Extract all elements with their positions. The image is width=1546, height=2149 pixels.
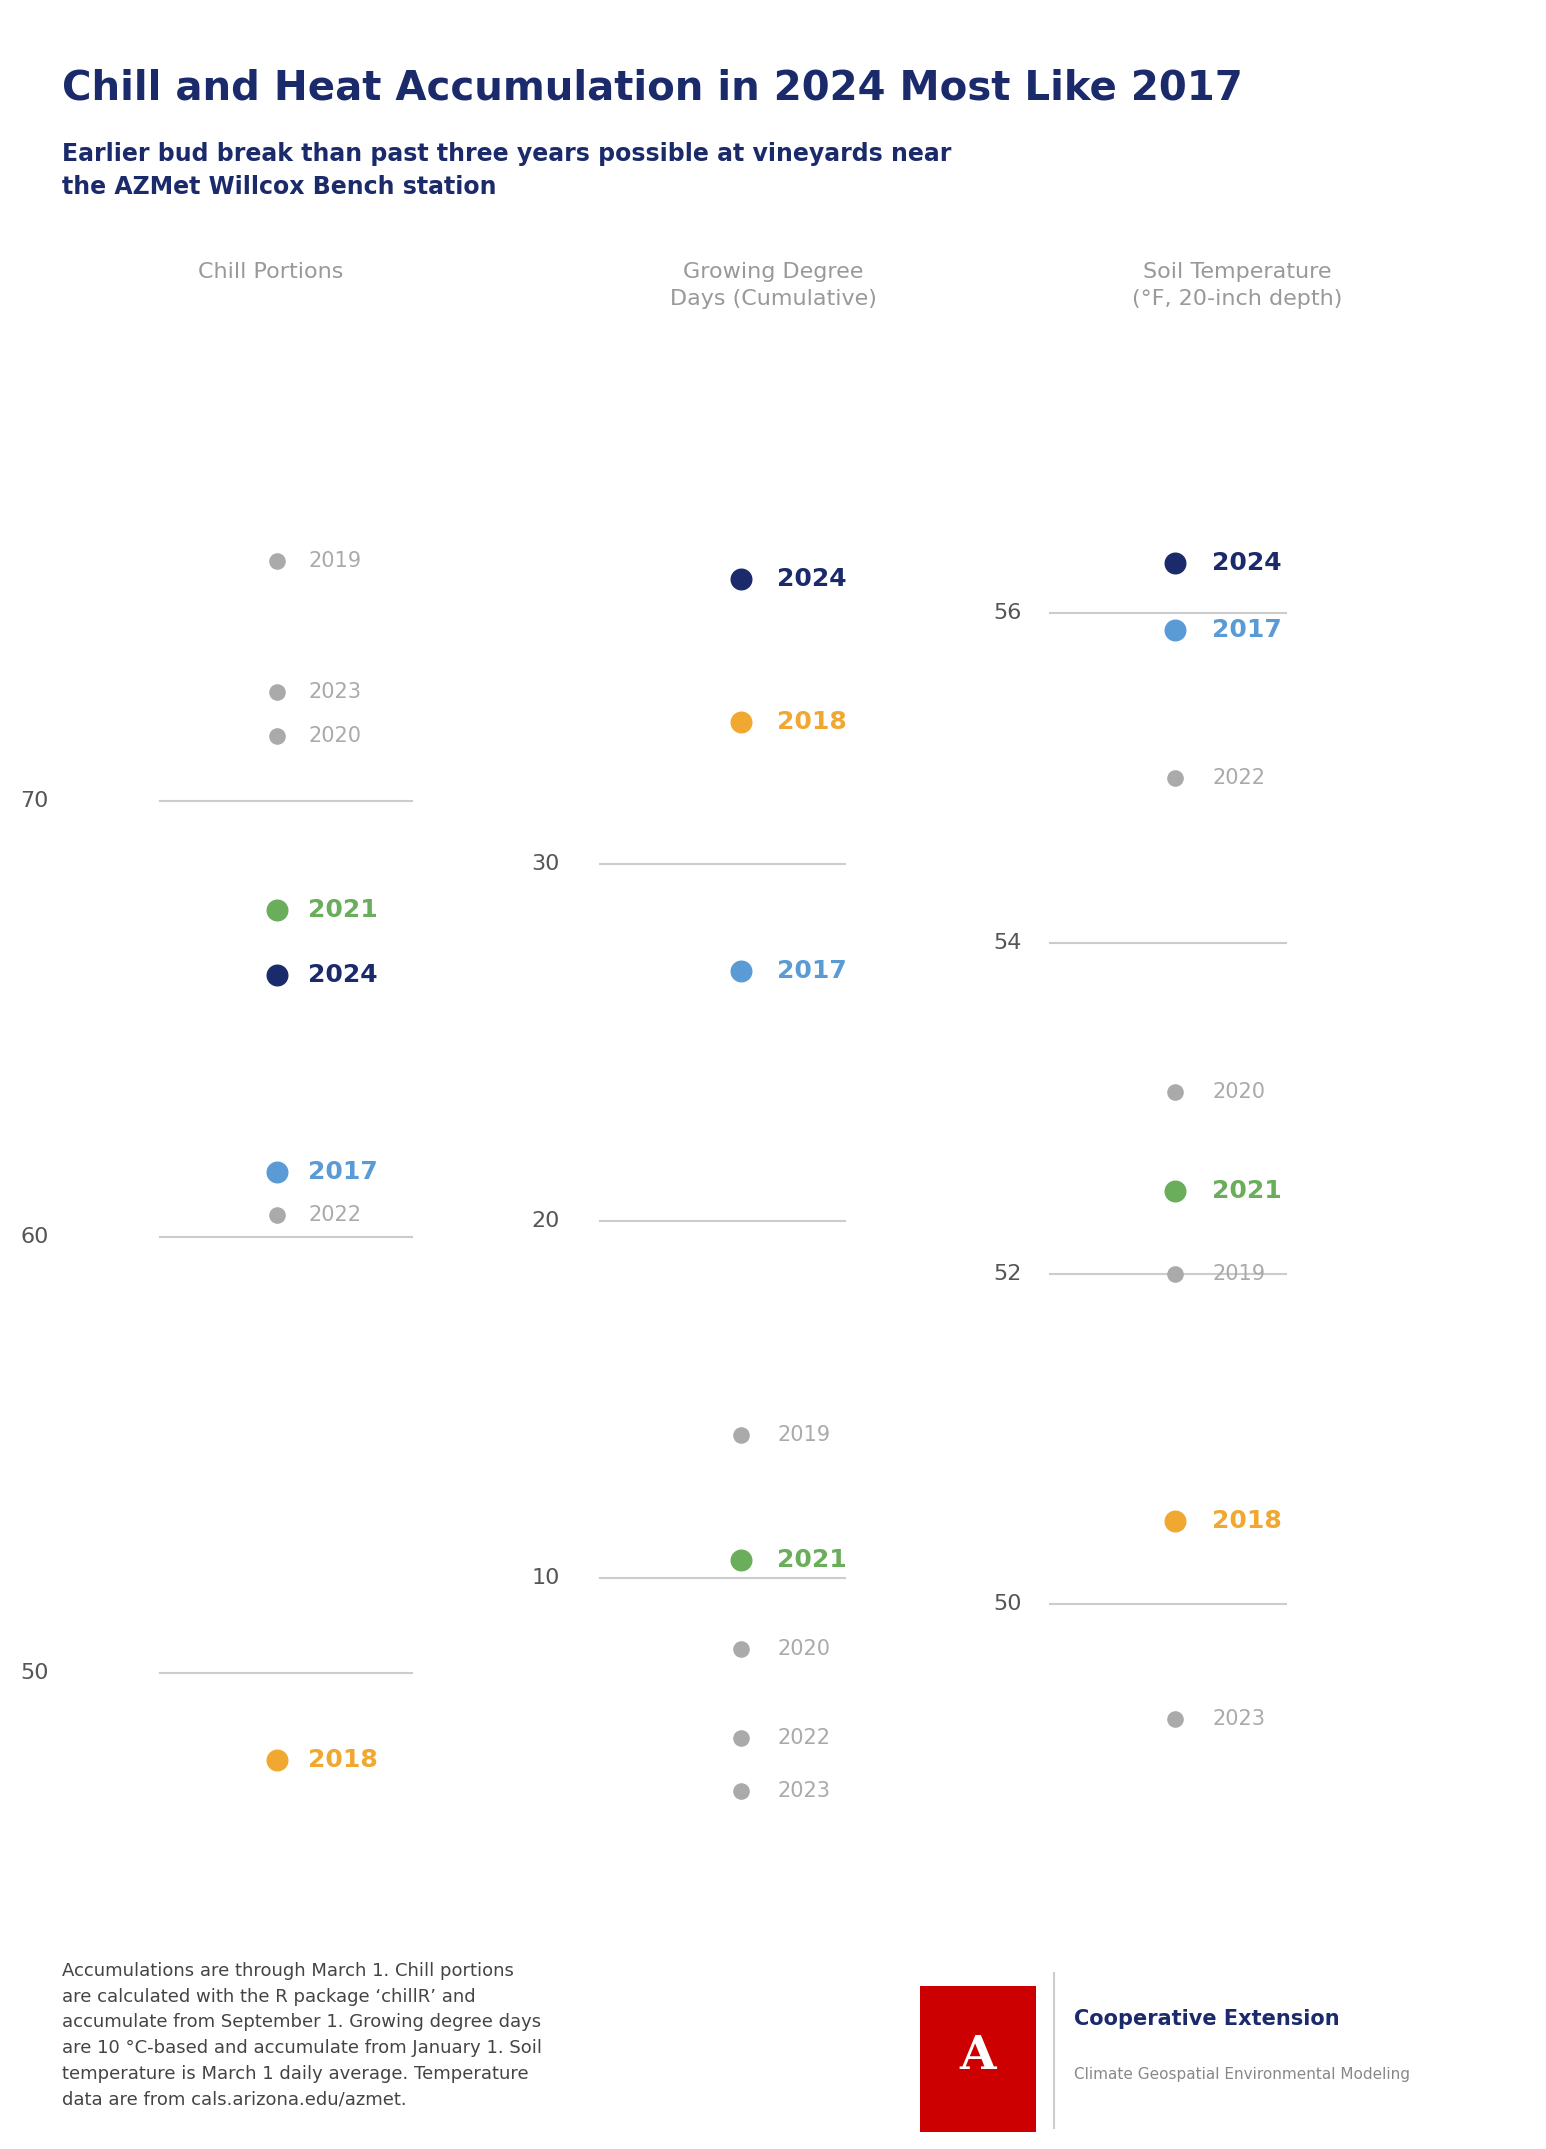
Text: 54: 54 — [994, 933, 1022, 954]
Text: 2018: 2018 — [309, 1747, 379, 1771]
Text: 2019: 2019 — [309, 552, 362, 572]
Text: Growing Degree
Days (Cumulative): Growing Degree Days (Cumulative) — [669, 262, 877, 309]
Point — [264, 544, 289, 578]
Text: 2017: 2017 — [778, 958, 847, 984]
Text: 2023: 2023 — [309, 681, 362, 703]
Text: 52: 52 — [994, 1264, 1022, 1283]
Text: 2019: 2019 — [778, 1425, 830, 1444]
Point — [728, 1775, 753, 1809]
Text: 2021: 2021 — [309, 898, 379, 922]
Point — [264, 675, 289, 709]
Point — [264, 892, 289, 926]
Text: 2024: 2024 — [778, 567, 847, 591]
Text: 2020: 2020 — [309, 726, 362, 746]
Text: 2017: 2017 — [1212, 617, 1282, 643]
Text: 2021: 2021 — [778, 1547, 847, 1571]
Text: 56: 56 — [994, 604, 1022, 623]
Text: 2018: 2018 — [1212, 1509, 1282, 1532]
Text: 2020: 2020 — [778, 1640, 830, 1659]
Point — [728, 1418, 753, 1453]
Text: 2018: 2018 — [778, 709, 847, 733]
Text: 20: 20 — [532, 1212, 560, 1231]
Point — [264, 1197, 289, 1231]
Text: Accumulations are through March 1. Chill portions
are calculated with the R pack: Accumulations are through March 1. Chill… — [62, 1962, 541, 2108]
Point — [264, 1743, 289, 1777]
Text: 60: 60 — [20, 1227, 48, 1246]
Text: Chill Portions: Chill Portions — [198, 262, 343, 282]
Point — [1163, 1504, 1187, 1539]
Point — [264, 718, 289, 752]
Point — [264, 958, 289, 993]
Text: A: A — [960, 2033, 996, 2078]
Text: Climate Geospatial Environmental Modeling: Climate Geospatial Environmental Modelin… — [1074, 2067, 1410, 2082]
Point — [1163, 1173, 1187, 1208]
Point — [1163, 1702, 1187, 1736]
Text: Soil Temperature
(°F, 20-inch depth): Soil Temperature (°F, 20-inch depth) — [1132, 262, 1342, 309]
Text: 2023: 2023 — [778, 1782, 830, 1801]
Point — [1163, 1074, 1187, 1109]
Point — [1163, 761, 1187, 795]
FancyBboxPatch shape — [920, 1986, 1036, 2132]
Point — [728, 563, 753, 597]
Text: 2020: 2020 — [1212, 1081, 1265, 1102]
Text: 30: 30 — [532, 855, 560, 875]
Point — [728, 954, 753, 989]
Text: 10: 10 — [532, 1567, 560, 1588]
Text: 50: 50 — [20, 1663, 48, 1683]
Text: 2019: 2019 — [1212, 1264, 1265, 1283]
Text: 2023: 2023 — [1212, 1708, 1265, 1730]
Text: 50: 50 — [994, 1595, 1022, 1614]
Point — [728, 1543, 753, 1577]
Text: 2024: 2024 — [1212, 552, 1282, 576]
Point — [1163, 1257, 1187, 1292]
Point — [728, 1631, 753, 1665]
Text: Chill and Heat Accumulation in 2024 Most Like 2017: Chill and Heat Accumulation in 2024 Most… — [62, 69, 1243, 110]
Text: 2022: 2022 — [1212, 767, 1265, 789]
Text: 70: 70 — [20, 791, 48, 810]
Point — [1163, 612, 1187, 647]
Text: Earlier bud break than past three years possible at vineyards near
the AZMet Wil: Earlier bud break than past three years … — [62, 142, 951, 200]
Point — [1163, 546, 1187, 580]
Point — [728, 1721, 753, 1756]
Text: 2022: 2022 — [309, 1206, 362, 1225]
Point — [264, 1154, 289, 1188]
Text: 2024: 2024 — [309, 963, 379, 986]
Text: Cooperative Extension: Cooperative Extension — [1074, 2009, 1340, 2029]
Text: 2022: 2022 — [778, 1728, 830, 1747]
Point — [728, 705, 753, 739]
Text: 2017: 2017 — [309, 1160, 379, 1184]
Text: 2021: 2021 — [1212, 1180, 1282, 1203]
